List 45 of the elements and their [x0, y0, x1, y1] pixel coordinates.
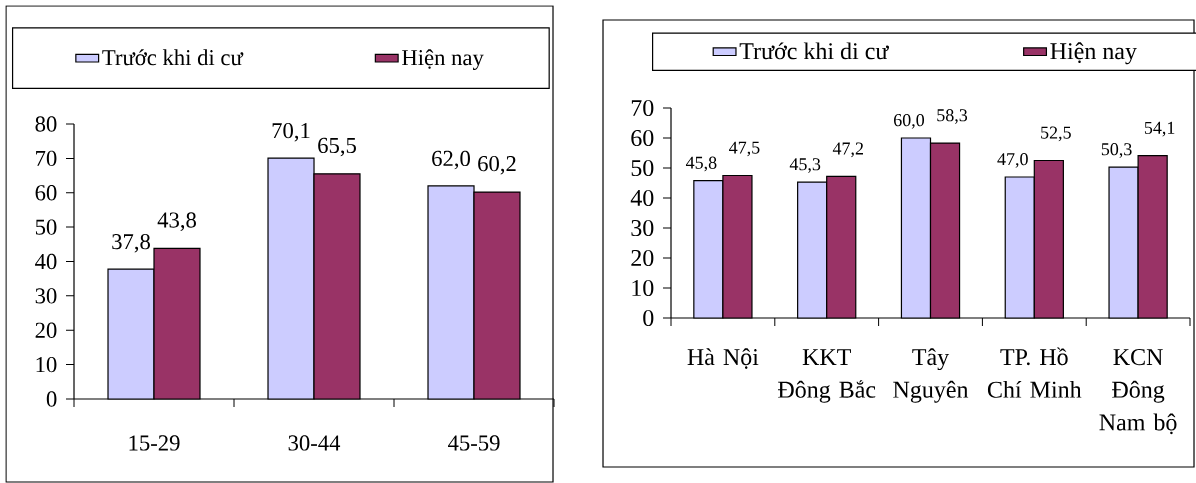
data-label: 37,8 — [112, 233, 150, 253]
legend-label: Trước khi di cư — [739, 42, 890, 60]
data-label: 45,3 — [789, 158, 821, 173]
y-tick-label: 0 — [643, 309, 654, 327]
x-tick-label: TP. Hồ Chí Minh — [987, 347, 1082, 398]
data-label: 50,3 — [1101, 143, 1132, 158]
data-label: 54,1 — [1144, 121, 1175, 137]
y-tick-label: 40 — [35, 253, 57, 270]
y-tick-label: 30 — [35, 288, 57, 304]
y-tick-label: 0 — [46, 391, 57, 407]
data-label: 47,5 — [729, 141, 760, 157]
data-label: 65,5 — [318, 137, 356, 157]
y-tick-label: 80 — [35, 116, 57, 132]
x-tick-label: 15-29 — [129, 435, 180, 451]
y-tick-label: 20 — [631, 249, 654, 267]
data-label: 60,0 — [894, 114, 925, 129]
x-tick-label: Hà Nội — [687, 348, 759, 369]
data-label: 47,2 — [832, 142, 863, 158]
data-label: 52,5 — [1041, 126, 1071, 142]
y-tick-label: 60 — [35, 185, 57, 201]
data-label: 43,8 — [157, 212, 196, 231]
y-tick-label: 50 — [631, 159, 654, 177]
x-tick-label: Tây Nguyên — [893, 348, 969, 403]
x-tick-label: 30-44 — [288, 435, 341, 451]
y-tick-label: 70 — [36, 150, 57, 167]
data-label: 47,0 — [997, 153, 1028, 168]
data-label: 58,3 — [937, 109, 968, 124]
legend-label: Hiện nay — [1050, 42, 1137, 65]
data-label: 45,8 — [685, 156, 717, 172]
y-tick-label: 70 — [631, 99, 654, 117]
y-tick-label: 10 — [36, 356, 57, 373]
x-tick-label: 45-59 — [448, 435, 500, 451]
y-tick-label: 50 — [35, 219, 57, 235]
data-label: 62,0 — [432, 150, 470, 170]
x-tick-label: KCN Đông Nam bộ — [1099, 349, 1177, 435]
legend-label: Trước khi di cư — [102, 49, 244, 66]
y-tick-label: 40 — [630, 189, 654, 207]
legend-label: Hiện nay — [402, 49, 484, 70]
y-tick-label: 60 — [631, 129, 654, 147]
data-label: 70,1 — [272, 122, 310, 142]
y-tick-label: 20 — [35, 322, 57, 338]
y-tick-label: 10 — [632, 279, 654, 297]
y-tick-label: 30 — [631, 219, 654, 237]
data-label: 60,2 — [478, 155, 516, 175]
x-tick-label: KKT Đông Bắc — [778, 349, 876, 403]
